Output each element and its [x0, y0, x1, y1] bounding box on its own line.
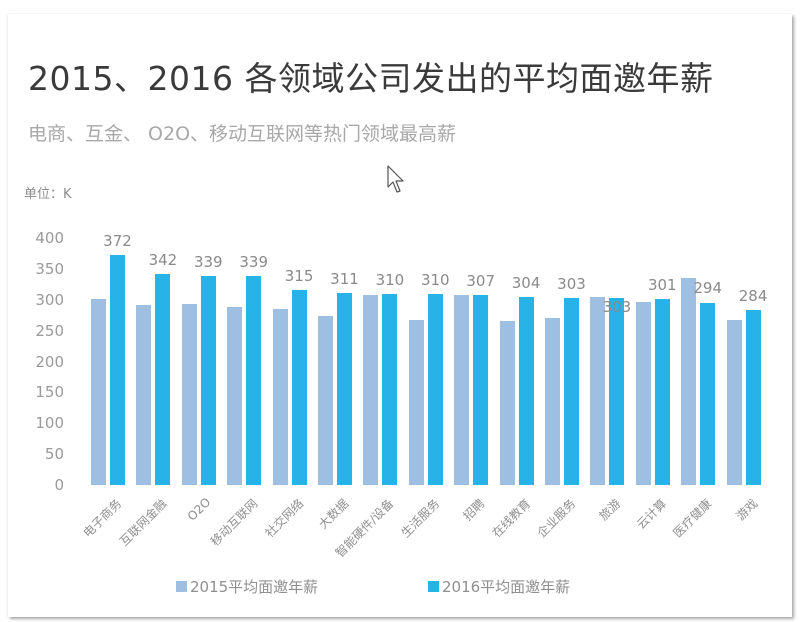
bar-2016 [382, 293, 398, 485]
bar-2015 [91, 299, 106, 485]
bar-2016 [155, 273, 171, 485]
bar-2016 [200, 275, 216, 485]
bar-2015 [181, 304, 197, 485]
legend-label-2015: 2015平均面邀年薪 [190, 578, 319, 596]
bar-2016 [700, 303, 716, 485]
legend-item-2015: 2015平均面邀年薪 [176, 576, 318, 597]
data-label: 303 [557, 274, 586, 293]
bar-2015 [590, 296, 606, 485]
bar-2015 [363, 295, 379, 485]
bar-2015 [545, 317, 560, 485]
data-label: 372 [103, 232, 132, 251]
data-label: 294 [693, 279, 722, 298]
data-label: 304 [511, 274, 541, 293]
legend-swatch-2015 [176, 581, 187, 592]
bar-2016 [564, 297, 579, 485]
bar-2015 [635, 301, 651, 485]
bar-2016 [291, 290, 307, 485]
y-tick-label: 300 [35, 290, 64, 309]
unit-label: 单位：K [24, 187, 72, 202]
bar-2016 [609, 297, 625, 485]
bar-2015 [136, 305, 152, 485]
bar-2016 [745, 309, 761, 485]
y-tick-label: 0 [54, 476, 64, 494]
legend-item-2016: 2016平均面邀年薪 [428, 576, 570, 597]
y-tick-label: 50 [44, 445, 64, 464]
data-label: 339 [239, 252, 268, 271]
bar-2015 [499, 321, 515, 485]
data-label: 303 [602, 297, 632, 316]
bar-2016 [473, 295, 489, 485]
y-tick-label: 350 [35, 259, 64, 278]
data-label: 311 [330, 269, 359, 288]
data-label: 310 [420, 270, 450, 289]
data-label: 307 [466, 272, 495, 291]
y-tick-label: 100 [35, 414, 64, 433]
y-tick-label: 250 [35, 321, 64, 340]
data-label: 310 [375, 270, 405, 289]
bar-2015 [681, 278, 697, 485]
chart-subtitle: 电商、互金、 O2O、移动互联网等热门领域最高薪 [28, 123, 457, 145]
bar-2015 [227, 306, 243, 485]
mouse-cursor-icon [387, 165, 404, 193]
bar-2015 [454, 295, 470, 485]
legend-label-2016: 2016平均面邀年薪 [442, 578, 571, 596]
bar-2016 [110, 255, 125, 485]
bar-2015 [408, 320, 424, 485]
bar-2016 [246, 275, 262, 485]
data-label: 339 [193, 252, 223, 271]
data-label: 284 [738, 286, 768, 305]
bar-2016 [427, 293, 443, 485]
bar-2016 [518, 297, 534, 485]
y-tick-label: 200 [35, 352, 64, 371]
bar-2016 [654, 299, 670, 485]
legend-swatch-2016 [428, 581, 439, 592]
bar-2015 [272, 309, 288, 485]
data-label: 315 [284, 267, 314, 286]
bar-2015 [318, 315, 333, 485]
bar-2016 [337, 292, 352, 485]
data-label: 342 [148, 250, 178, 269]
y-tick-label: 150 [35, 383, 64, 402]
data-label: 301 [647, 276, 677, 295]
y-tick-label: 400 [35, 229, 64, 247]
bar-2015 [726, 320, 742, 485]
chart-title: 2015、2016 各领域公司发出的平均面邀年薪 [28, 59, 714, 98]
